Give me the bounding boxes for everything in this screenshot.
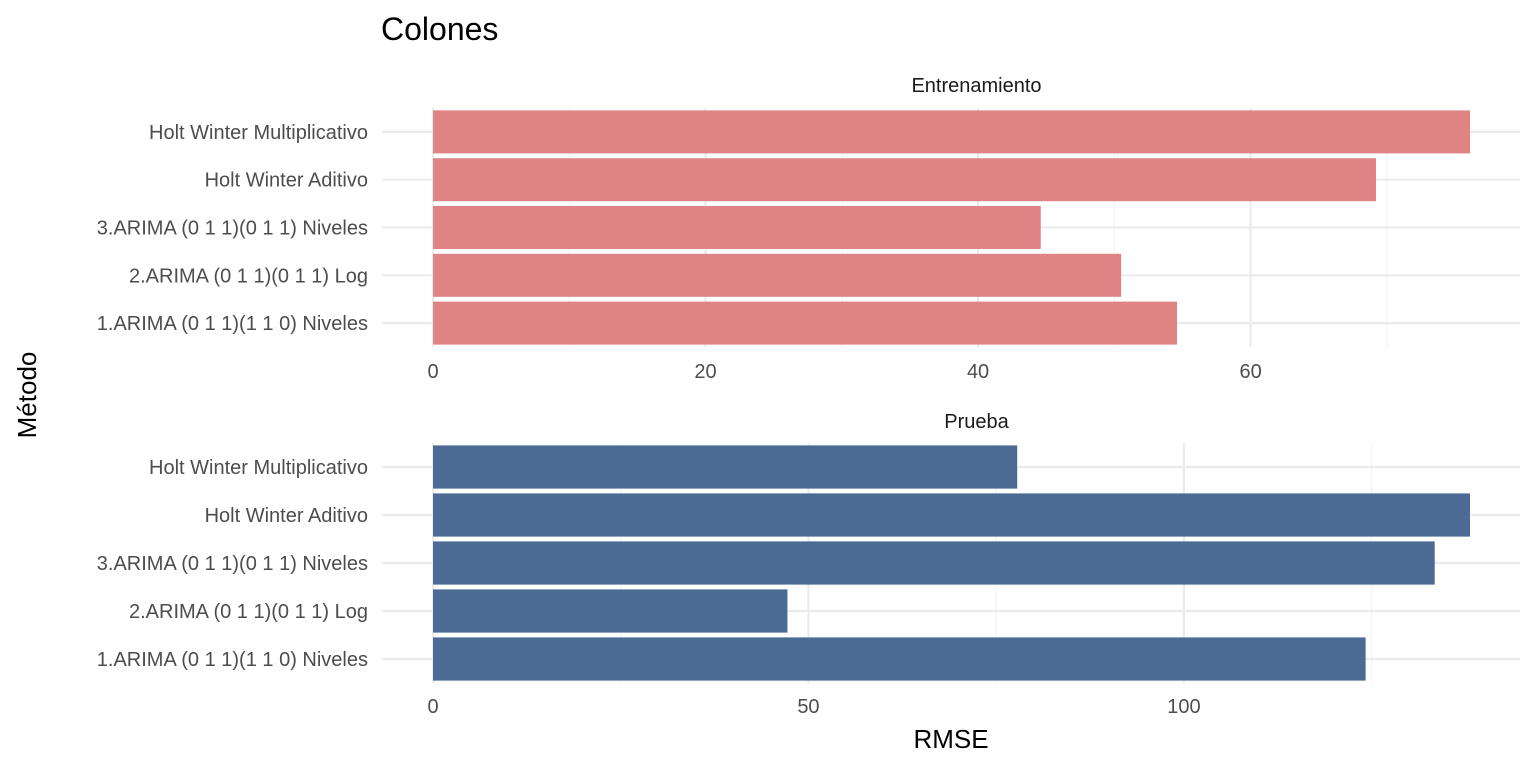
y-tick-label: 1.ARIMA (0 1 1)(1 1 0) Niveles <box>97 649 368 671</box>
bar <box>433 301 1178 345</box>
x-tick-label: 40 <box>967 361 989 383</box>
x-tick-label: 0 <box>427 361 438 383</box>
facet-panel: Entrenamiento 1.ARIMA (0 1 1)(1 1 0) Nive… <box>97 75 1520 383</box>
bar <box>433 158 1376 202</box>
y-tick-label: 2.ARIMA (0 1 1)(0 1 1) Log <box>129 601 368 623</box>
facet-strip-label: Prueba <box>944 411 1009 433</box>
y-axis-title: Método <box>12 352 42 439</box>
bar <box>433 589 788 633</box>
y-tick-label: Holt Winter Aditivo <box>205 170 368 192</box>
bar <box>433 253 1122 297</box>
y-tick-label: Holt Winter Multiplicativo <box>149 457 368 479</box>
y-tick-label: 2.ARIMA (0 1 1)(0 1 1) Log <box>129 265 368 287</box>
x-axis-title: RMSE <box>913 724 988 754</box>
bar <box>433 110 1470 154</box>
bar <box>433 445 1018 489</box>
y-tick-label: 3.ARIMA (0 1 1)(0 1 1) Niveles <box>97 553 368 575</box>
y-tick-label: Holt Winter Aditivo <box>205 505 368 527</box>
x-tick-label: 20 <box>694 361 716 383</box>
bar <box>433 493 1470 537</box>
y-tick-label: 3.ARIMA (0 1 1)(0 1 1) Niveles <box>97 218 368 240</box>
chart-title: Colones <box>381 11 498 47</box>
x-tick-label: 100 <box>1167 696 1200 718</box>
facet-strip-label: Entrenamiento <box>911 75 1041 97</box>
y-tick-label: Holt Winter Multiplicativo <box>149 122 368 144</box>
x-tick-label: 50 <box>797 696 819 718</box>
y-tick-label: 1.ARIMA (0 1 1)(1 1 0) Niveles <box>97 313 368 335</box>
x-tick-label: 60 <box>1239 361 1261 383</box>
bar <box>433 205 1041 250</box>
facet-panel: Prueba 1.ARIMA (0 1 1)(1 1 0) Niveles 2.AR… <box>97 411 1520 718</box>
bar <box>433 541 1435 585</box>
bar <box>433 637 1366 681</box>
x-tick-label: 0 <box>427 696 438 718</box>
chart-panels: Entrenamiento 1.ARIMA (0 1 1)(1 1 0) Nive… <box>97 75 1520 718</box>
